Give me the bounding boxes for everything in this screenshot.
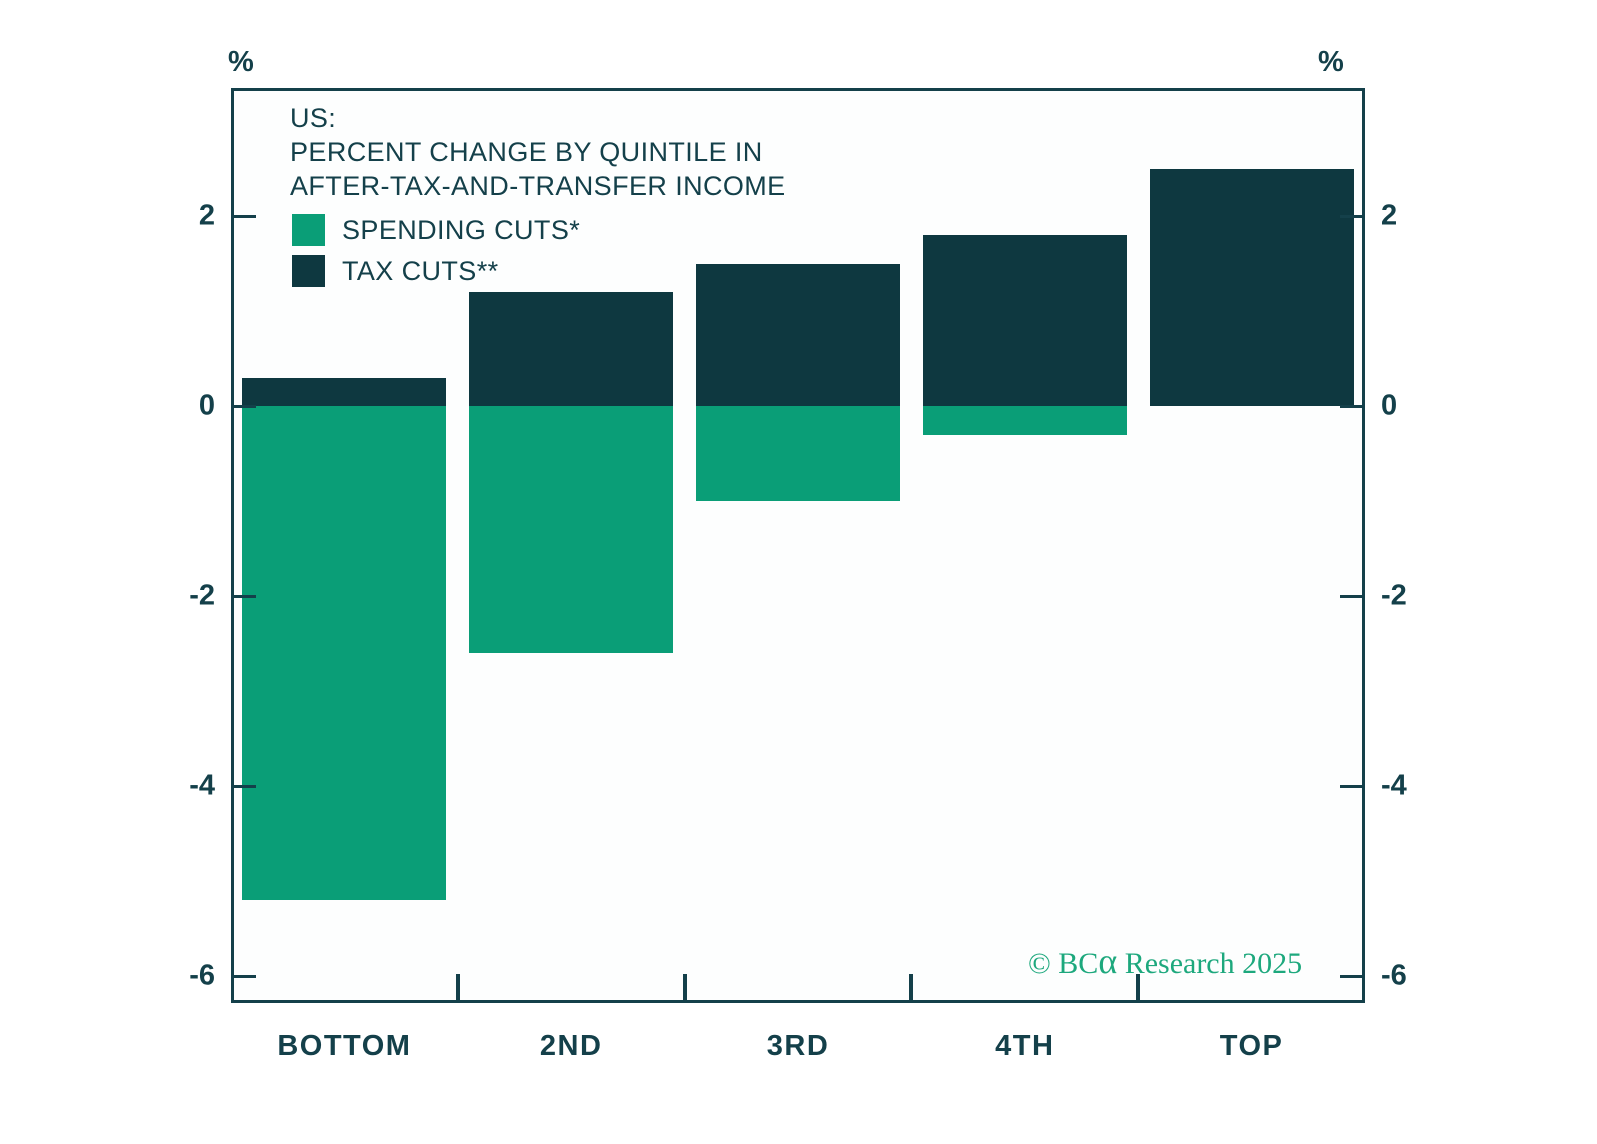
chart-title-line-1: US: <box>290 103 337 133</box>
y-tick-label-right--2: -2 <box>1381 579 1407 612</box>
bar-top-tax-cuts <box>1149 168 1354 407</box>
x-boundary-tick-1 <box>455 974 460 1000</box>
y-axis-unit-right: % <box>1318 46 1345 78</box>
y-tick-left--2 <box>234 594 256 598</box>
bca-research-watermark: © BCα Research 2025 <box>1028 941 1303 981</box>
x-boundary-tick-3 <box>909 974 914 1000</box>
chart-title-line-2: PERCENT CHANGE BY QUINTILE IN <box>290 137 763 167</box>
chart-legend: SPENDING CUTS* TAX CUTS** <box>292 213 580 295</box>
bar-4th-tax-cuts <box>922 235 1127 407</box>
legend-item-spending-cuts: SPENDING CUTS* <box>292 213 580 247</box>
bar-2nd-spending-cuts <box>469 406 674 654</box>
y-tick-label-right-2: 2 <box>1381 199 1398 232</box>
bar-3rd-tax-cuts <box>696 263 900 407</box>
x-boundary-tick-4 <box>1136 974 1141 1000</box>
y-tick-label-left--2: -2 <box>189 579 215 612</box>
y-tick-label-left--4: -4 <box>189 769 215 802</box>
x-category-label-2nd: 2ND <box>539 1030 603 1062</box>
bar-2nd-tax-cuts <box>469 292 674 407</box>
alpha-glyph: α <box>1098 941 1118 981</box>
y-tick-label-left-0: 0 <box>198 389 215 422</box>
chart-title: US: PERCENT CHANGE BY QUINTILE IN AFTER-… <box>290 101 786 203</box>
y-tick-label-right-0: 0 <box>1381 389 1398 422</box>
bar-bottom-spending-cuts <box>242 406 447 901</box>
y-tick-right-0 <box>1340 404 1362 408</box>
bar-bottom-tax-cuts <box>242 377 447 407</box>
y-tick-right-2 <box>1340 214 1362 218</box>
y-tick-left--4 <box>234 784 256 788</box>
x-boundary-tick-2 <box>682 974 687 1000</box>
y-axis-unit-left: % <box>228 46 255 78</box>
x-category-label-bottom: BOTTOM <box>277 1030 412 1062</box>
legend-item-tax-cuts: TAX CUTS** <box>292 254 580 288</box>
y-tick-label-right--6: -6 <box>1381 959 1407 992</box>
x-category-label-3rd: 3RD <box>766 1030 830 1062</box>
y-tick-label-left--6: -6 <box>189 959 215 992</box>
y-tick-label-right--4: -4 <box>1381 769 1407 802</box>
y-tick-left--6 <box>234 974 256 978</box>
legend-label-spending-cuts: SPENDING CUTS* <box>342 214 581 245</box>
y-tick-left-2 <box>234 214 256 218</box>
legend-swatch-tax-cuts-icon <box>292 255 325 287</box>
bar-3rd-spending-cuts <box>696 406 900 502</box>
x-category-label-4th: 4TH <box>995 1030 1055 1062</box>
y-tick-right--6 <box>1340 974 1362 978</box>
x-category-label-top: TOP <box>1219 1030 1284 1062</box>
bar-4th-spending-cuts <box>922 406 1127 435</box>
legend-swatch-spending-cuts-icon <box>292 214 325 246</box>
y-tick-right--4 <box>1340 784 1362 788</box>
y-tick-left-0 <box>234 404 256 408</box>
y-tick-right--2 <box>1340 594 1362 598</box>
legend-label-tax-cuts: TAX CUTS** <box>342 255 499 286</box>
y-tick-label-left-2: 2 <box>198 199 215 232</box>
chart-title-line-3: AFTER-TAX-AND-TRANSFER INCOME <box>290 171 786 201</box>
